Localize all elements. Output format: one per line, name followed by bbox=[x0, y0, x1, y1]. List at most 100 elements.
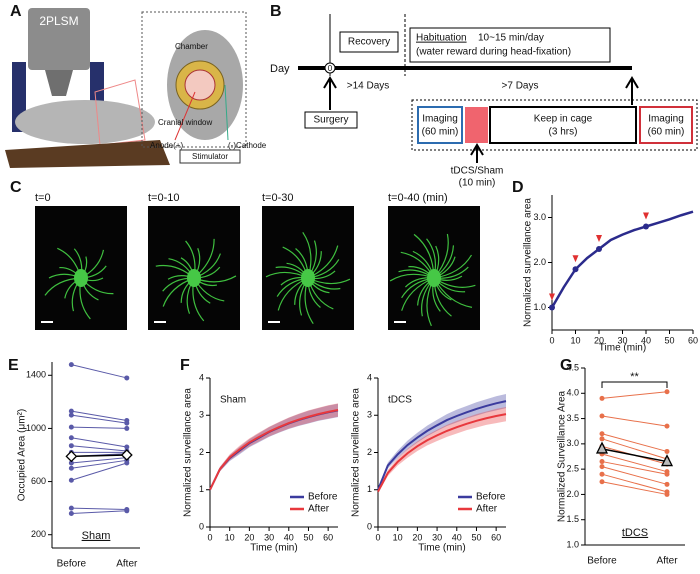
point bbox=[664, 471, 670, 477]
microglia-soma bbox=[74, 269, 88, 287]
x-tick-label: 30 bbox=[432, 532, 442, 542]
line bbox=[209, 409, 339, 491]
x-tick-label: 60 bbox=[323, 532, 333, 542]
line bbox=[550, 210, 694, 309]
y-tick-label: 1.0 bbox=[566, 539, 579, 549]
x-tick-label: 50 bbox=[471, 532, 481, 542]
micrograph bbox=[148, 206, 240, 330]
microglia-process bbox=[389, 233, 476, 327]
point bbox=[664, 423, 670, 429]
y-tick-label: 4.5 bbox=[566, 362, 579, 372]
y-tick-label: 4 bbox=[367, 372, 372, 382]
image-label: t=0 bbox=[35, 192, 51, 204]
x-tick-label: 40 bbox=[452, 532, 462, 542]
panel-label: B bbox=[270, 3, 282, 20]
image-label: t=0-30 bbox=[262, 192, 294, 204]
label: Day bbox=[270, 63, 290, 75]
point bbox=[599, 413, 605, 419]
arrowhead bbox=[572, 255, 579, 263]
mean-line bbox=[601, 448, 668, 463]
x-tick-label: 20 bbox=[244, 532, 254, 542]
point bbox=[643, 223, 649, 230]
y-tick-label: 600 bbox=[31, 476, 46, 486]
pair-line bbox=[71, 426, 127, 429]
point bbox=[68, 443, 74, 449]
mean-marker bbox=[595, 441, 609, 454]
x-tick-label: 10 bbox=[393, 532, 403, 542]
y-tick-label: 2 bbox=[367, 447, 372, 457]
y-axis-label: Normalized surveillance area bbox=[351, 388, 362, 517]
x-tick-label: 50 bbox=[664, 335, 674, 345]
cranial-window bbox=[184, 69, 216, 101]
box bbox=[465, 107, 488, 143]
point bbox=[124, 508, 130, 514]
pair-line bbox=[71, 457, 127, 464]
y-axis-label: Normalized Surveillance Area bbox=[557, 390, 568, 522]
point bbox=[599, 471, 605, 477]
label: 0 bbox=[328, 64, 333, 73]
point bbox=[599, 395, 605, 401]
panel-label: C bbox=[10, 179, 22, 196]
pair-line bbox=[601, 433, 668, 452]
label: >14 Days bbox=[347, 81, 390, 92]
box bbox=[489, 106, 637, 144]
x-tick-label: 0 bbox=[207, 532, 212, 542]
y-tick-label: 2.5 bbox=[566, 464, 579, 474]
point bbox=[68, 412, 74, 418]
label: (water reward during head-fixation) bbox=[416, 47, 571, 58]
label: Anode(+) bbox=[150, 141, 183, 150]
panel-label: E bbox=[8, 357, 19, 374]
y-tick-label: 2.0 bbox=[566, 489, 579, 499]
x-tick-label: 40 bbox=[284, 532, 294, 542]
significance: ** bbox=[630, 371, 639, 383]
label: Surgery bbox=[313, 115, 348, 126]
schematic: 2PLSM Chamber Cranial window Anode(+) (-… bbox=[5, 8, 267, 168]
arrow bbox=[323, 76, 337, 110]
pair-line bbox=[71, 510, 127, 514]
stage bbox=[5, 140, 170, 168]
anode-wire bbox=[174, 91, 196, 141]
x-tick-label: 0 bbox=[549, 335, 554, 345]
point bbox=[68, 505, 74, 511]
label: (3 hrs) bbox=[549, 127, 578, 138]
cathode-wire bbox=[224, 84, 229, 141]
panel-label: F bbox=[180, 357, 190, 374]
point bbox=[124, 375, 130, 381]
point bbox=[664, 389, 670, 395]
point bbox=[572, 266, 579, 273]
y-tick-label: 3 bbox=[199, 410, 204, 420]
y-tick-label: 1400 bbox=[26, 370, 46, 380]
label: Imaging bbox=[422, 114, 458, 125]
microscope-label: 2PLSM bbox=[39, 14, 78, 28]
pair-line bbox=[601, 453, 668, 473]
label: Habituation bbox=[416, 33, 467, 44]
box bbox=[339, 31, 399, 53]
x-axis-label: Time (min) bbox=[250, 543, 297, 554]
line bbox=[377, 400, 507, 491]
x-tick-label: 60 bbox=[491, 532, 501, 542]
mouse bbox=[15, 100, 155, 144]
point bbox=[664, 491, 670, 497]
legend-label: Before bbox=[308, 492, 338, 503]
point bbox=[124, 444, 130, 450]
x-tick-label: After bbox=[116, 559, 138, 570]
point bbox=[124, 460, 130, 466]
line bbox=[377, 413, 507, 493]
point bbox=[664, 448, 670, 454]
point bbox=[599, 459, 605, 465]
mean-marker bbox=[120, 449, 133, 461]
y-tick-label: 200 bbox=[31, 529, 46, 539]
panel-label: A bbox=[10, 3, 22, 20]
image-label: t=0-40 (min) bbox=[388, 192, 448, 204]
label: Chamber bbox=[175, 42, 208, 51]
inset bbox=[141, 11, 247, 148]
panel-label: G bbox=[560, 357, 572, 374]
pair-line bbox=[601, 473, 668, 493]
microglia-soma bbox=[187, 269, 201, 287]
point bbox=[68, 362, 74, 368]
x-tick-label: 30 bbox=[264, 532, 274, 542]
label: Imaging bbox=[648, 114, 684, 125]
pair-line bbox=[71, 414, 127, 424]
pair-line bbox=[71, 437, 127, 448]
